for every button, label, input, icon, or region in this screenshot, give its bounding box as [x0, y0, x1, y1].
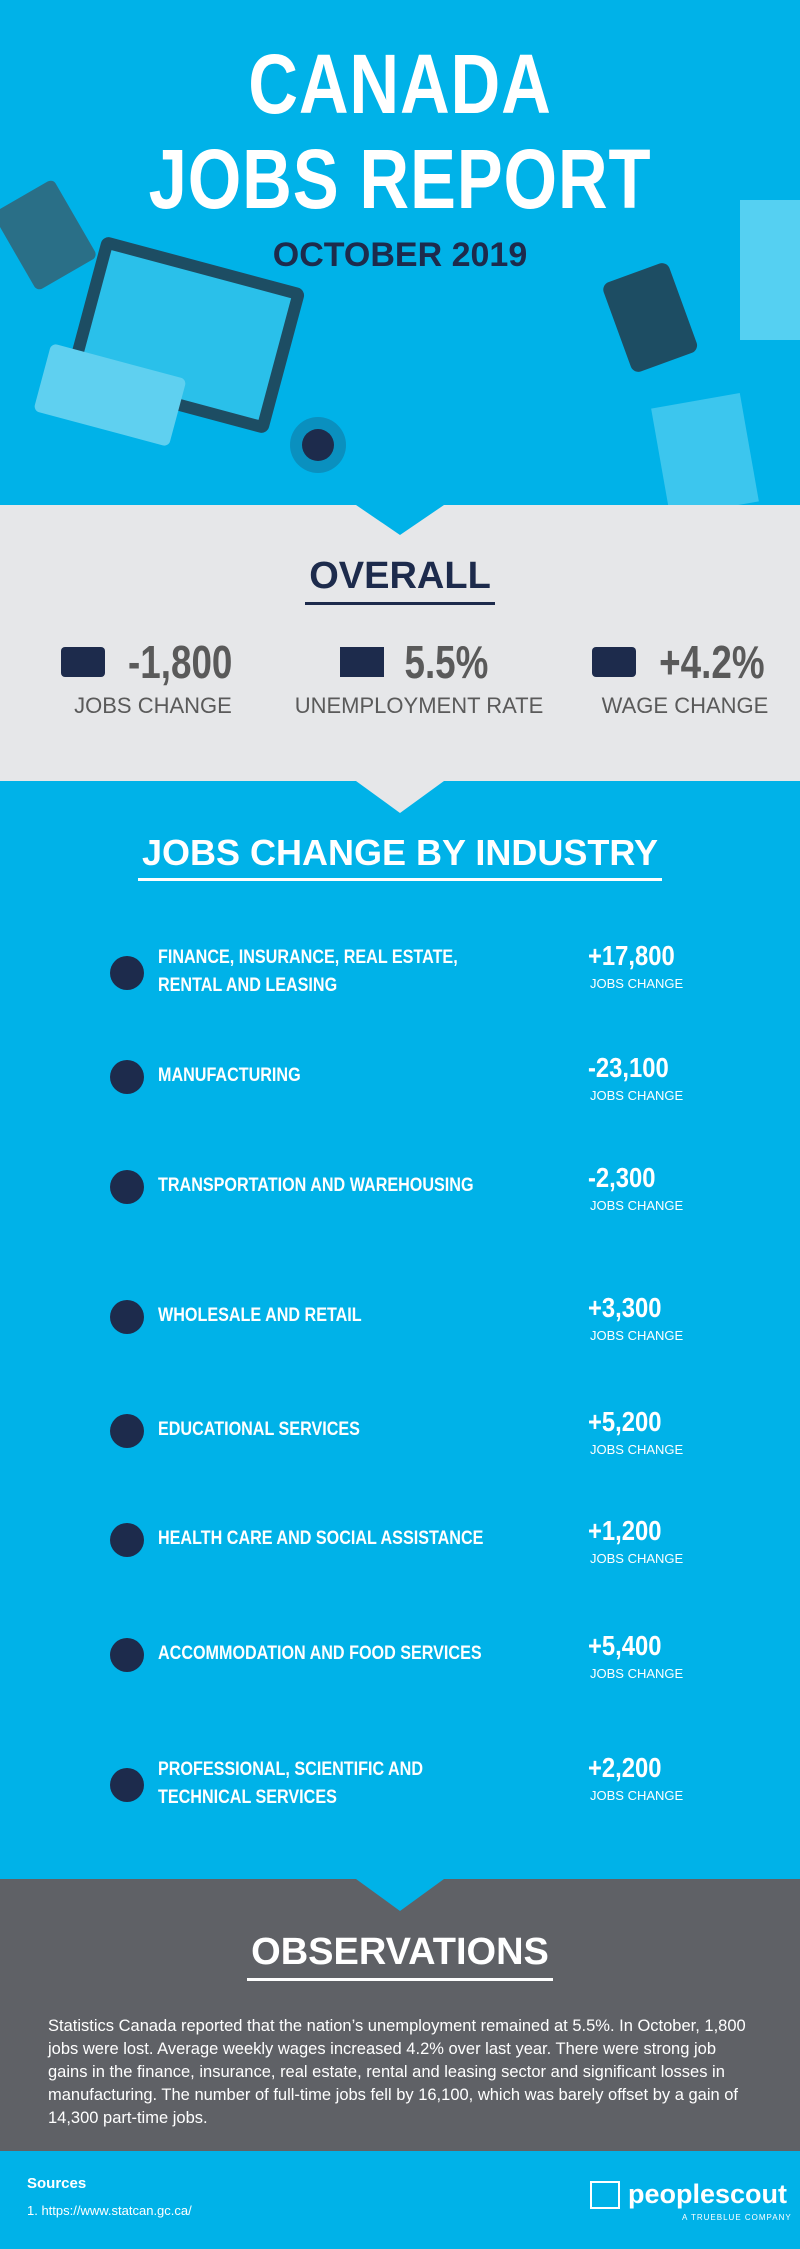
observations-section: OBSERVATIONS Statistics Canada reported …: [0, 1879, 800, 2151]
logo-icon: [590, 2181, 620, 2209]
heading-text: JOBS CHANGE BY INDUSTRY: [137, 832, 663, 881]
logo-tagline: A TRUEBLUE COMPANY: [682, 2213, 792, 2222]
industry-value: -23,100: [588, 1052, 669, 1083]
stat-value: +4.2%: [659, 636, 765, 688]
stat-icon: [592, 647, 637, 677]
stat: +4.2% WAGE CHANGE: [552, 635, 800, 719]
industry-value-label: JOBS CHANGE: [590, 976, 684, 991]
heading-text: OVERALL: [305, 555, 495, 605]
industry-name: TRANSPORTATION AND WAREHOUSING: [158, 1175, 474, 1196]
industry-name: PROFESSIONAL, SCIENTIFIC AND: [158, 1759, 424, 1780]
industry-name: FINANCE, INSURANCE, REAL ESTATE,: [158, 947, 458, 968]
industry-name: EDUCATIONAL SERVICES: [158, 1419, 360, 1440]
title: CANADA: [248, 37, 552, 131]
industry-value-label: JOBS CHANGE: [590, 1328, 684, 1343]
stat-label: UNEMPLOYMENT RATE: [294, 693, 544, 718]
footer: Sources 1. https://www.statcan.gc.ca/ pe…: [0, 2151, 800, 2249]
industry-row: TRANSPORTATION AND WAREHOUSING -2,300 JOBS…: [0, 1162, 800, 1230]
stat-icon: [60, 647, 105, 677]
stat-label: JOBS CHANGE: [74, 693, 232, 718]
heading: JOBS CHANGE BY INDUSTRY: [0, 832, 800, 881]
overall-section: OVERALL -1,800 JOBS CHANGE 5.5% UNEMPLOYMEN…: [0, 505, 800, 781]
stat: 5.5% UNEMPLOYMENT RATE: [286, 635, 552, 719]
industry-value-label: JOBS CHANGE: [590, 1788, 684, 1803]
industry-value: +5,200: [588, 1406, 662, 1437]
industry-value: +17,800: [588, 940, 675, 971]
industry-name: ACCOMMODATION AND FOOD SERVICES: [158, 1643, 482, 1664]
stat-row: +4.2%: [552, 635, 800, 689]
industry-name: RENTAL AND LEASING: [158, 975, 338, 996]
industry-value-label: JOBS CHANGE: [590, 1666, 684, 1681]
heading: OBSERVATIONS: [0, 1931, 800, 1981]
subtitle: OCTOBER 2019: [272, 236, 528, 274]
industry-value-label: JOBS CHANGE: [590, 1551, 684, 1566]
industry-icon: [110, 1414, 144, 1448]
industry-row: FINANCE, INSURANCE, REAL ESTATE, RENTAL A…: [0, 940, 800, 1008]
stat-icon: [339, 647, 384, 677]
logo: peoplescout: [628, 2179, 788, 2209]
arrow: [356, 505, 444, 535]
title: JOBS REPORT: [148, 132, 652, 226]
arrow: [356, 781, 444, 813]
industry-value: +2,200: [588, 1752, 662, 1783]
industry-icon: [110, 1060, 144, 1094]
industry-value: +5,400: [588, 1630, 662, 1661]
industry-row: ACCOMMODATION AND FOOD SERVICES +5,400 JOB…: [0, 1630, 800, 1698]
industry-row: HEALTH CARE AND SOCIAL ASSISTANCE +1,200 J…: [0, 1515, 800, 1583]
industry-icon: [110, 1523, 144, 1557]
industry-icon: [110, 1638, 144, 1672]
illustration: [0, 180, 800, 505]
stat-row: -1,800: [20, 635, 286, 689]
source: 1. https://www.statcan.gc.ca/: [27, 2203, 192, 2218]
industry-icon: [110, 1768, 144, 1802]
industry-value: +1,200: [588, 1515, 662, 1546]
industry-name: TECHNICAL SERVICES: [158, 1787, 337, 1808]
industry-icon: [110, 1300, 144, 1334]
industry-row: EDUCATIONAL SERVICES +5,200 JOBS CHANGE: [0, 1406, 800, 1474]
industry-icon: [110, 1170, 144, 1204]
industry-value-label: JOBS CHANGE: [590, 1198, 684, 1213]
stat-row: 5.5%: [286, 635, 552, 689]
industry-name: MANUFACTURING: [158, 1065, 301, 1086]
header: CANADA JOBS REPORT OCTOBER 2019: [0, 0, 800, 505]
sources-heading: Sources: [27, 2175, 87, 2192]
stat: -1,800 JOBS CHANGE: [20, 635, 286, 719]
stat-value: -1,800: [127, 636, 233, 688]
industry-value: -2,300: [588, 1162, 656, 1193]
industry-value: +3,300: [588, 1292, 662, 1323]
industry-name: HEALTH CARE AND SOCIAL ASSISTANCE: [158, 1528, 484, 1549]
industry-value-label: JOBS CHANGE: [590, 1088, 684, 1103]
arrow: [356, 1879, 444, 1911]
stat-label: WAGE CHANGE: [601, 693, 769, 718]
paragraph: Statistics Canada reported that the nati…: [48, 2017, 746, 2127]
industry-value-label: JOBS CHANGE: [590, 1442, 684, 1457]
stat-value: 5.5%: [404, 636, 488, 688]
industry-row: MANUFACTURING -23,100 JOBS CHANGE: [0, 1052, 800, 1120]
heading-text: OBSERVATIONS: [247, 1931, 553, 1981]
industry-icon: [110, 956, 144, 990]
heading: OVERALL: [0, 555, 800, 605]
industry-row: WHOLESALE AND RETAIL +3,300 JOBS CHANGE: [0, 1292, 800, 1360]
industry-name: WHOLESALE AND RETAIL: [158, 1305, 362, 1326]
industry-row: PROFESSIONAL, SCIENTIFIC AND TECHNICAL SE…: [0, 1752, 800, 1820]
